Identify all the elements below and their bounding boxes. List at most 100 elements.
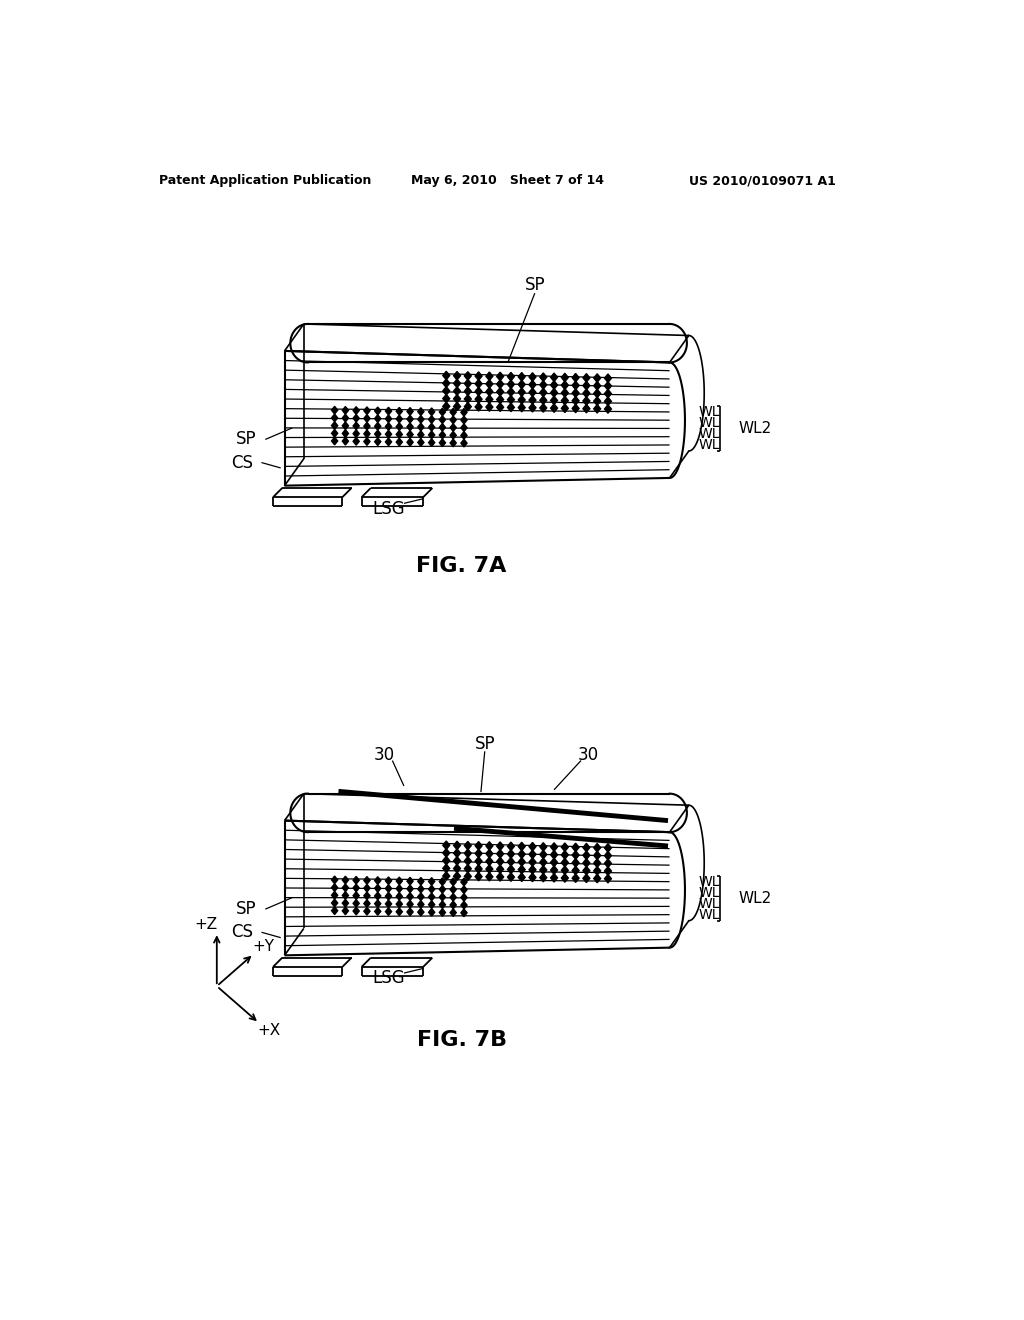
Polygon shape: [396, 438, 402, 446]
Polygon shape: [529, 858, 536, 866]
Polygon shape: [572, 866, 580, 875]
Polygon shape: [594, 843, 601, 851]
Polygon shape: [454, 379, 461, 388]
Polygon shape: [332, 899, 338, 907]
Polygon shape: [407, 884, 413, 892]
Text: WL: WL: [698, 896, 720, 911]
Polygon shape: [396, 408, 402, 414]
Polygon shape: [364, 907, 370, 915]
Polygon shape: [497, 873, 504, 882]
Polygon shape: [407, 430, 413, 438]
Polygon shape: [508, 396, 514, 404]
Polygon shape: [461, 878, 467, 886]
Polygon shape: [583, 874, 590, 883]
Polygon shape: [429, 408, 435, 416]
Polygon shape: [375, 908, 381, 915]
Polygon shape: [486, 849, 493, 858]
Polygon shape: [594, 859, 601, 867]
Polygon shape: [518, 842, 525, 850]
Polygon shape: [461, 902, 467, 909]
Text: WL2: WL2: [738, 891, 771, 906]
Polygon shape: [375, 892, 381, 900]
Text: WL2: WL2: [738, 421, 771, 436]
Polygon shape: [551, 866, 557, 874]
Polygon shape: [475, 849, 482, 858]
Polygon shape: [540, 850, 547, 859]
Polygon shape: [572, 374, 580, 381]
Text: 30: 30: [374, 746, 395, 764]
Polygon shape: [364, 414, 370, 422]
Polygon shape: [604, 859, 611, 867]
Polygon shape: [353, 414, 359, 422]
Polygon shape: [594, 374, 601, 383]
Polygon shape: [342, 907, 348, 915]
Polygon shape: [332, 414, 338, 422]
Polygon shape: [529, 388, 536, 396]
Polygon shape: [342, 422, 348, 429]
Polygon shape: [561, 374, 568, 381]
Polygon shape: [551, 374, 557, 381]
Polygon shape: [418, 886, 424, 892]
Polygon shape: [551, 404, 557, 412]
Polygon shape: [364, 876, 370, 884]
Polygon shape: [594, 867, 601, 875]
Polygon shape: [439, 878, 445, 886]
Polygon shape: [385, 414, 391, 422]
Polygon shape: [439, 432, 445, 440]
Polygon shape: [429, 878, 435, 886]
Polygon shape: [342, 429, 348, 437]
Polygon shape: [407, 892, 413, 900]
Polygon shape: [385, 438, 391, 446]
Polygon shape: [442, 371, 450, 380]
Polygon shape: [385, 430, 391, 438]
Polygon shape: [475, 403, 482, 411]
Polygon shape: [583, 381, 590, 389]
Polygon shape: [486, 842, 493, 850]
Polygon shape: [486, 380, 493, 388]
Polygon shape: [461, 894, 467, 902]
Polygon shape: [442, 849, 450, 857]
Polygon shape: [572, 858, 580, 867]
Polygon shape: [385, 408, 391, 414]
Polygon shape: [451, 878, 457, 886]
Polygon shape: [375, 422, 381, 430]
Polygon shape: [375, 884, 381, 892]
Polygon shape: [396, 414, 402, 422]
Polygon shape: [353, 892, 359, 899]
Text: Patent Application Publication: Patent Application Publication: [159, 174, 372, 187]
Polygon shape: [497, 865, 504, 874]
Polygon shape: [464, 865, 471, 873]
Polygon shape: [475, 857, 482, 866]
Polygon shape: [375, 900, 381, 908]
Polygon shape: [475, 387, 482, 396]
Polygon shape: [518, 858, 525, 866]
Polygon shape: [451, 424, 457, 432]
Polygon shape: [551, 388, 557, 397]
Polygon shape: [464, 841, 471, 850]
Text: FIG. 7A: FIG. 7A: [417, 557, 507, 577]
Polygon shape: [451, 440, 457, 446]
Polygon shape: [385, 908, 391, 916]
Polygon shape: [604, 389, 611, 397]
Polygon shape: [572, 404, 580, 413]
Polygon shape: [572, 851, 580, 859]
Polygon shape: [385, 884, 391, 892]
Polygon shape: [396, 900, 402, 908]
Polygon shape: [594, 397, 601, 405]
Polygon shape: [442, 841, 450, 850]
Polygon shape: [561, 866, 568, 875]
Text: SP: SP: [524, 276, 545, 294]
Polygon shape: [364, 892, 370, 900]
Polygon shape: [353, 430, 359, 437]
Polygon shape: [561, 381, 568, 389]
Polygon shape: [497, 380, 504, 388]
Text: May 6, 2010   Sheet 7 of 14: May 6, 2010 Sheet 7 of 14: [412, 174, 604, 187]
Polygon shape: [353, 437, 359, 445]
Polygon shape: [486, 387, 493, 396]
Polygon shape: [497, 857, 504, 866]
Polygon shape: [508, 873, 514, 882]
Polygon shape: [451, 886, 457, 894]
Polygon shape: [442, 857, 450, 865]
Polygon shape: [604, 374, 611, 383]
Polygon shape: [407, 422, 413, 430]
